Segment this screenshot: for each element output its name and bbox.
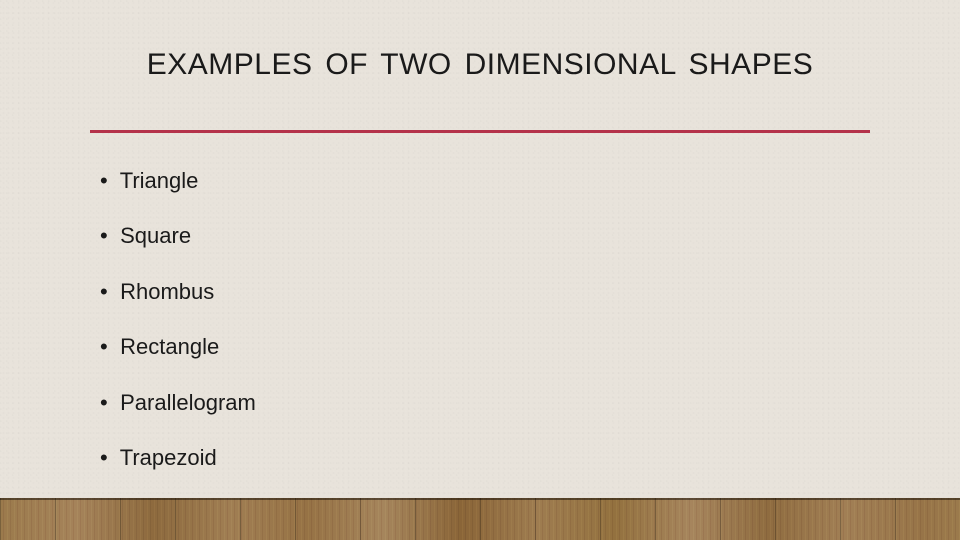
- list-item: • Triangle: [100, 168, 860, 194]
- list-item: • Trapezoid: [100, 445, 860, 471]
- list-item-label: Rhombus: [120, 279, 214, 304]
- wood-floor-decoration: [0, 498, 960, 540]
- bullet-icon: •: [100, 445, 114, 471]
- page-title: EXAMPLES OF TWO DIMENSIONAL SHAPES: [0, 48, 960, 82]
- list-item-label: Parallelogram: [120, 390, 256, 415]
- bullet-icon: •: [100, 223, 114, 249]
- list-item-label: Trapezoid: [120, 445, 217, 470]
- bullet-icon: •: [100, 334, 114, 360]
- bullet-icon: •: [100, 390, 114, 416]
- list-item: • Rectangle: [100, 334, 860, 360]
- list-item-label: Rectangle: [120, 334, 219, 359]
- list-item-label: Triangle: [120, 168, 199, 193]
- list-item-label: Square: [120, 223, 191, 248]
- wood-texture: [0, 498, 960, 540]
- bullet-list: • Triangle • Square • Rhombus • Rectangl…: [100, 168, 860, 500]
- list-item: • Square: [100, 223, 860, 249]
- bullet-icon: •: [100, 279, 114, 305]
- list-item: • Rhombus: [100, 279, 860, 305]
- bullet-icon: •: [100, 168, 114, 194]
- list-item: • Parallelogram: [100, 390, 860, 416]
- slide: EXAMPLES OF TWO DIMENSIONAL SHAPES • Tri…: [0, 0, 960, 540]
- title-underline: [90, 130, 870, 133]
